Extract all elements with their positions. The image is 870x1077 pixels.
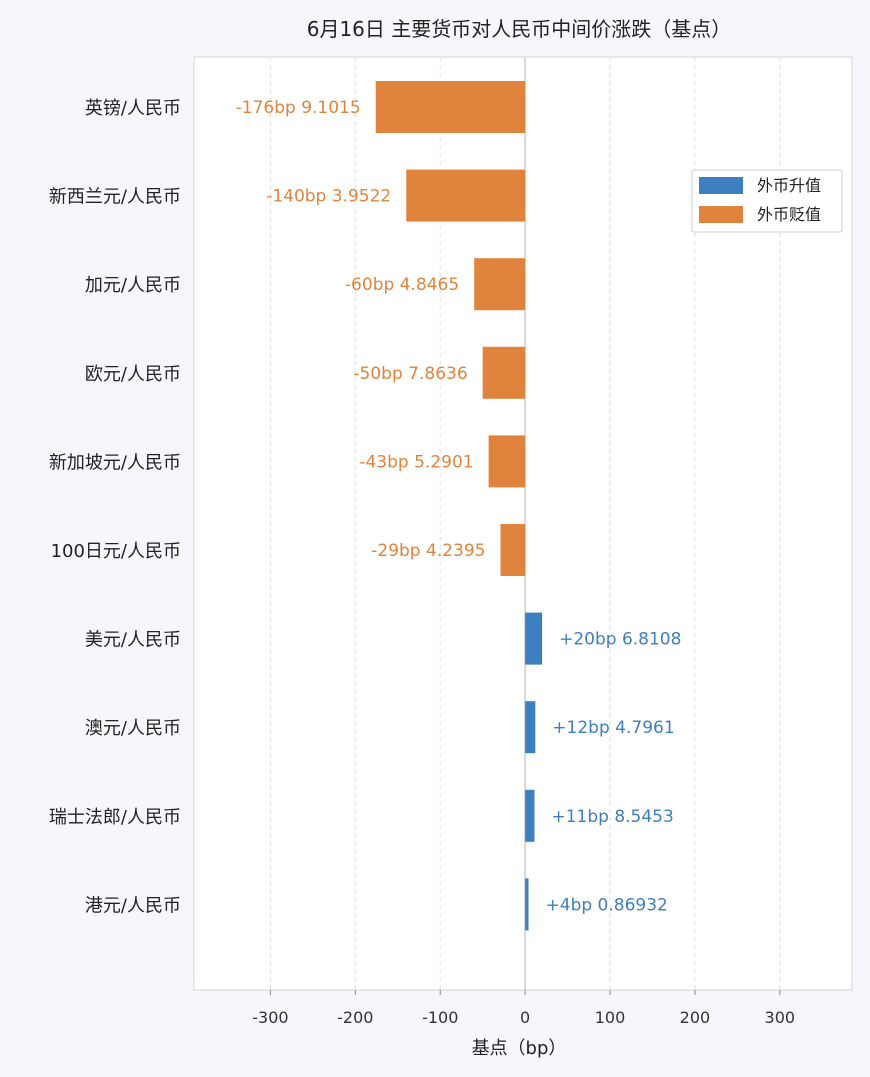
data-label: -50bp 7.8636 bbox=[353, 364, 467, 384]
x-tick-label: -100 bbox=[422, 1008, 458, 1027]
bar bbox=[525, 789, 535, 842]
legend-label-down: 外币贬值 bbox=[757, 205, 821, 224]
data-labels: -176bp 9.1015 -140bp 3.9522 -60bp 4.8465 -5… bbox=[236, 98, 682, 915]
bar bbox=[375, 81, 526, 133]
x-axis-label: 基点（bp） bbox=[472, 1038, 567, 1059]
x-tick-label: 200 bbox=[680, 1008, 711, 1027]
data-label: +11bp 8.5453 bbox=[551, 807, 673, 827]
category-label: 英镑/人民币 bbox=[85, 98, 181, 119]
grid bbox=[269, 57, 781, 990]
data-label: +4bp 0.86932 bbox=[546, 895, 668, 915]
legend-swatch-up bbox=[699, 177, 743, 194]
category-label: 新西兰元/人民币 bbox=[49, 187, 181, 208]
legend-swatch-down bbox=[699, 206, 743, 223]
category-label: 港元/人民币 bbox=[85, 895, 181, 916]
bar bbox=[482, 346, 526, 399]
x-tick-label: -300 bbox=[252, 1008, 288, 1027]
bar bbox=[525, 612, 543, 665]
x-tick-label: 300 bbox=[765, 1008, 796, 1027]
data-label: -140bp 3.9522 bbox=[266, 187, 391, 207]
bar bbox=[525, 701, 536, 754]
bar bbox=[500, 524, 526, 576]
category-label: 新加坡元/人民币 bbox=[49, 452, 181, 473]
data-label: -43bp 5.2901 bbox=[359, 452, 473, 472]
data-label: -176bp 9.1015 bbox=[236, 98, 361, 118]
x-tick-label: -200 bbox=[337, 1008, 373, 1027]
data-label: +20bp 6.8108 bbox=[559, 630, 681, 650]
x-tick-label: 100 bbox=[595, 1008, 626, 1027]
category-label: 瑞士法郎/人民币 bbox=[49, 807, 181, 828]
category-label: 美元/人民币 bbox=[85, 630, 181, 651]
category-label: 欧元/人民币 bbox=[85, 364, 181, 385]
bar bbox=[406, 169, 526, 222]
category-label: 澳元/人民币 bbox=[85, 718, 181, 739]
legend: 外币升值 外币贬值 bbox=[691, 169, 843, 233]
category-label: 加元/人民币 bbox=[85, 275, 181, 296]
bar bbox=[488, 435, 526, 488]
x-tick-label: 0 bbox=[520, 1008, 530, 1027]
bar bbox=[474, 258, 526, 311]
data-label: -29bp 4.2395 bbox=[371, 541, 485, 561]
x-tick-labels: -300 -200 -100 0 100 200 300 bbox=[252, 990, 795, 1027]
chart-title: 6月16日 主要货币对人民币中间价涨跌（基点） bbox=[307, 17, 732, 41]
data-label: +12bp 4.7961 bbox=[552, 718, 674, 738]
legend-label-up: 外币升值 bbox=[757, 176, 821, 195]
bar bbox=[525, 878, 529, 931]
data-label: -60bp 4.8465 bbox=[345, 275, 459, 295]
bars bbox=[375, 81, 543, 931]
category-label: 100日元/人民币 bbox=[51, 541, 181, 562]
